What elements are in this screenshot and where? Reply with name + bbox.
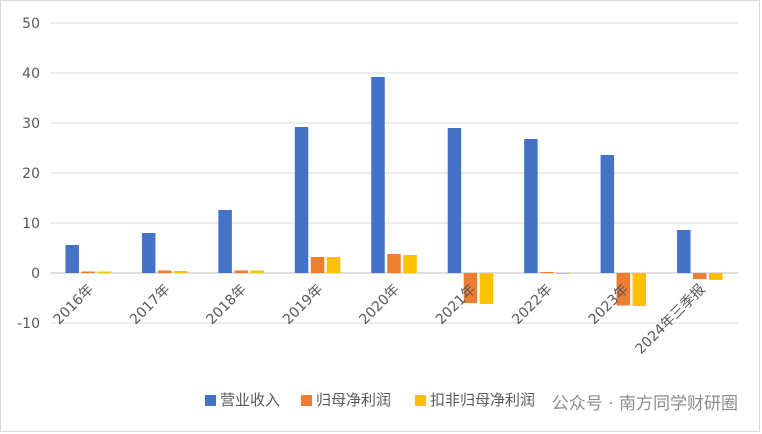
- legend-swatch: [301, 395, 312, 406]
- legend: 营业收入 归母净利润 扣非归母净利润: [205, 391, 535, 409]
- bar: [709, 273, 723, 280]
- x-tick-label: 2018年: [204, 282, 250, 328]
- bar: [234, 270, 248, 273]
- y-tick-label: 0: [31, 266, 40, 282]
- bar: [556, 273, 570, 274]
- bar: [326, 257, 341, 273]
- x-tick-label: 2021年: [433, 282, 479, 328]
- y-tick-label: 20: [22, 166, 40, 182]
- legend-swatch: [415, 395, 426, 406]
- bar: [387, 254, 401, 273]
- bar: [371, 77, 385, 273]
- x-axis: 2016年 2017年 2018年 2019年 2020年 2021年 2022年 2023年…: [51, 282, 709, 358]
- bar: [677, 230, 691, 273]
- x-tick-label: 2022年: [509, 282, 555, 328]
- bar: [616, 273, 631, 306]
- x-tick-label: 2016年: [51, 282, 97, 328]
- bar: [141, 233, 156, 273]
- bar: [250, 270, 264, 273]
- bar: [479, 273, 494, 304]
- y-axis: -10 0 10 20 30 40 50: [17, 16, 40, 332]
- x-tick-label: 2019年: [280, 282, 326, 328]
- bar: [447, 128, 462, 273]
- legend-label: 营业收入: [220, 391, 280, 409]
- y-tick-label: -10: [17, 316, 40, 332]
- bar: [540, 272, 554, 273]
- bar: [524, 139, 538, 273]
- bars: [65, 77, 723, 306]
- bar: [403, 255, 417, 273]
- legend-swatch: [205, 395, 216, 406]
- bar: [632, 273, 647, 306]
- legend-label: 归母净利润: [316, 391, 391, 409]
- bar: [81, 271, 95, 273]
- y-tick-label: 10: [22, 216, 40, 232]
- bar: [218, 210, 232, 273]
- y-tick-label: 40: [22, 66, 40, 82]
- bar: [600, 155, 615, 273]
- bar: [65, 245, 79, 273]
- bar: [693, 273, 707, 279]
- bar: [157, 270, 172, 273]
- bar: [294, 127, 309, 273]
- bar: [463, 273, 478, 303]
- y-tick-label: 30: [22, 116, 40, 132]
- legend-label: 扣非归母净利润: [430, 391, 535, 409]
- bar: [173, 271, 188, 273]
- x-tick-label: 2017年: [127, 282, 173, 328]
- watermark: 公众号 · 南方同学财研圈: [552, 394, 738, 414]
- x-tick-label: 2020年: [356, 282, 402, 328]
- y-tick-label: 50: [22, 16, 40, 32]
- bar: [97, 271, 111, 273]
- bar: [310, 257, 325, 273]
